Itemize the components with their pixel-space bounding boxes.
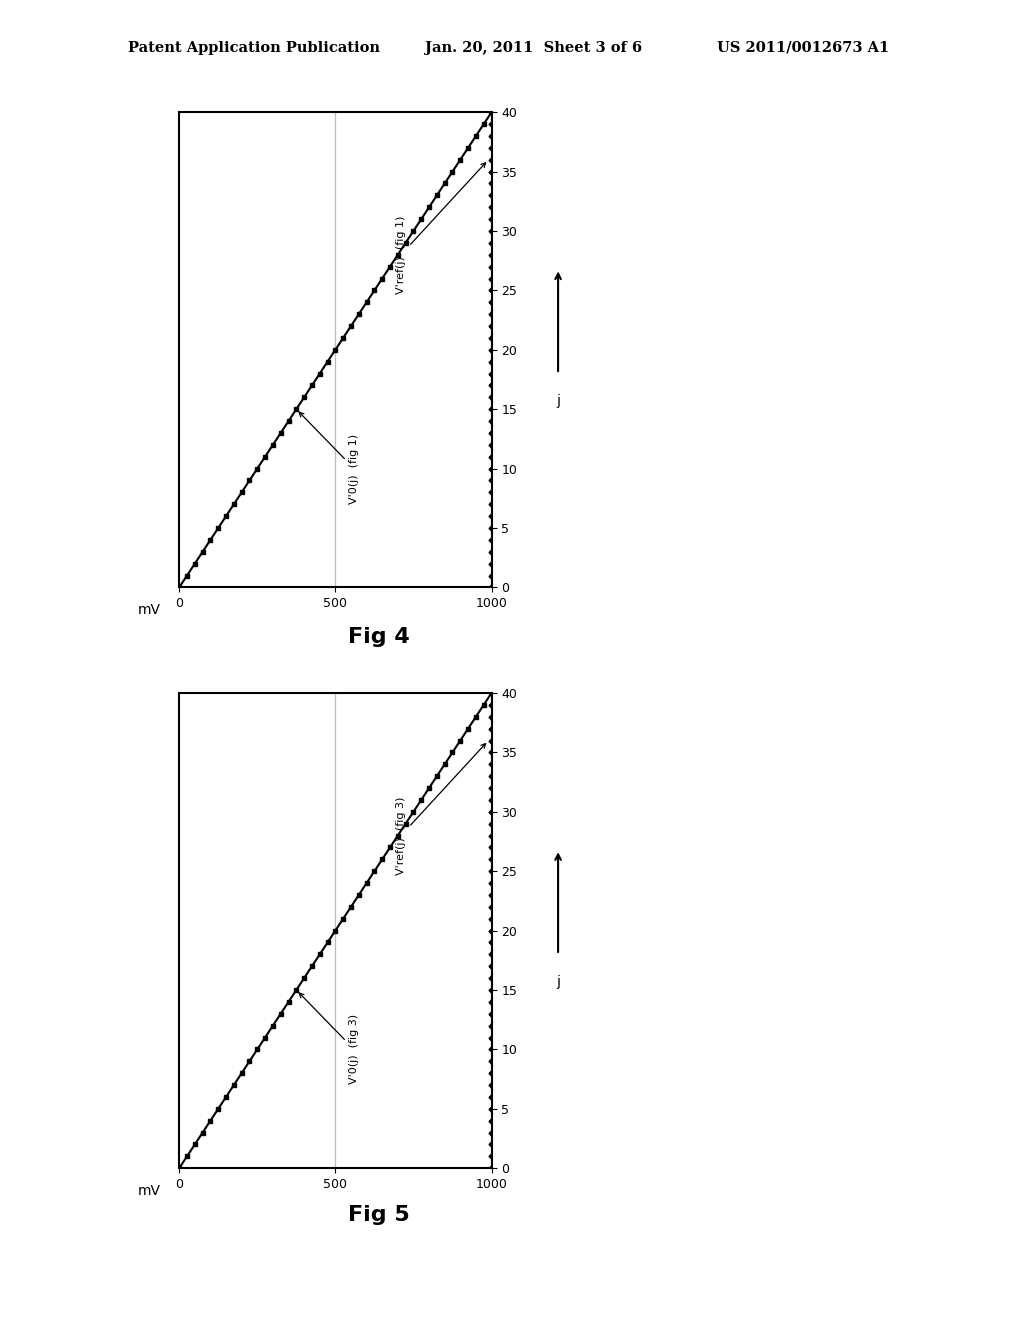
Text: Jan. 20, 2011  Sheet 3 of 6: Jan. 20, 2011 Sheet 3 of 6: [425, 41, 642, 55]
Text: V'0(j)  (fig 1): V'0(j) (fig 1): [299, 412, 359, 504]
Text: j: j: [556, 393, 560, 408]
Text: US 2011/0012673 A1: US 2011/0012673 A1: [717, 41, 889, 55]
Text: V'ref(j)  (fig 1): V'ref(j) (fig 1): [396, 162, 485, 294]
Text: V'0(j)  (fig 3): V'0(j) (fig 3): [299, 993, 359, 1085]
Text: Fig 5: Fig 5: [348, 1205, 410, 1225]
Text: j: j: [556, 974, 560, 989]
Text: mV: mV: [138, 603, 161, 618]
Text: mV: mV: [138, 1184, 161, 1199]
Text: Patent Application Publication: Patent Application Publication: [128, 41, 380, 55]
Text: V'ref(j)  (fig 3): V'ref(j) (fig 3): [396, 743, 485, 875]
Text: Fig 4: Fig 4: [348, 627, 410, 647]
